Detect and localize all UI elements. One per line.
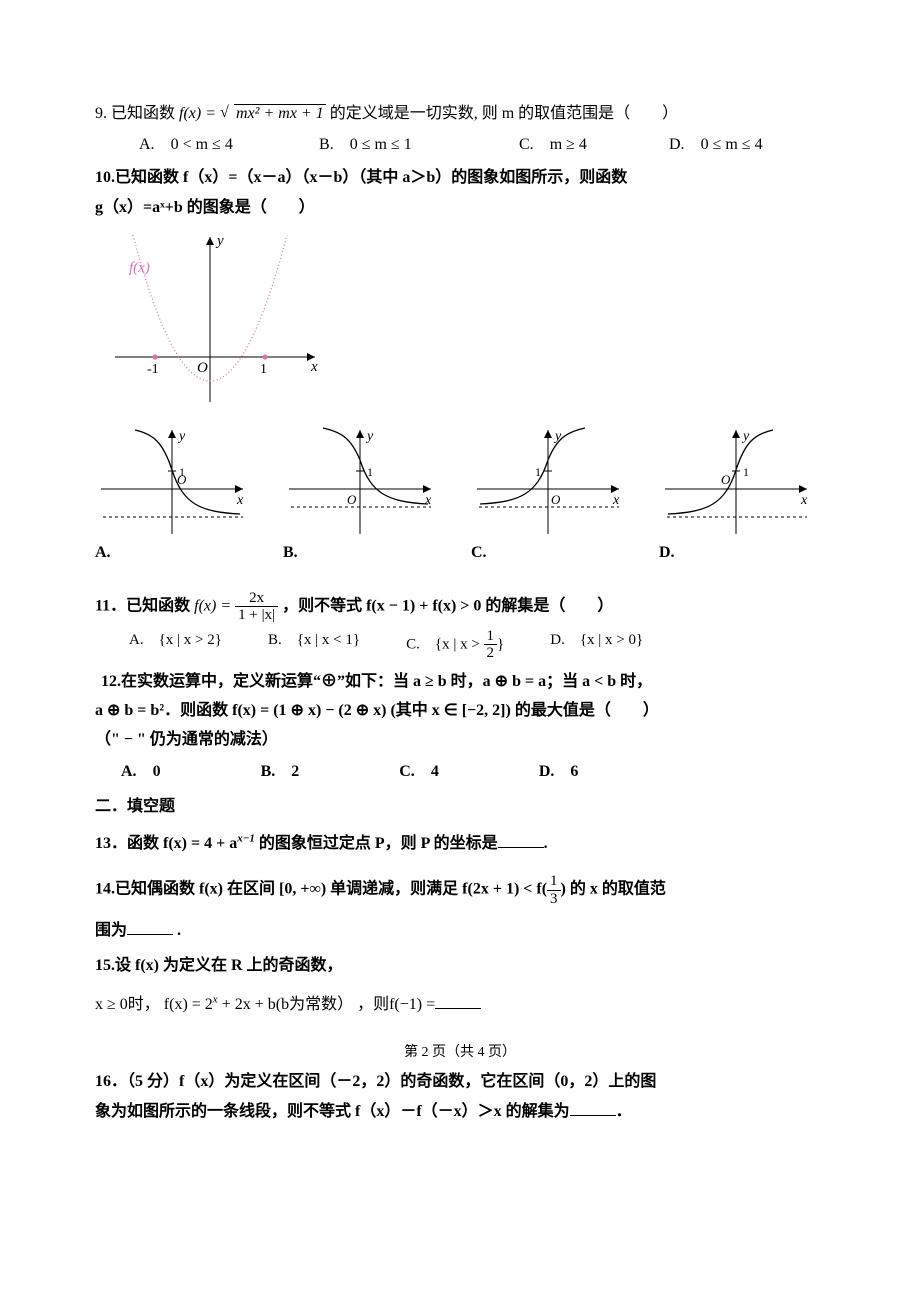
question-16-line1: 16．（5 分）f（x）为定义在区间（－2，2）的奇函数，它在区间（0，2）上的… [95,1068,825,1095]
question-13: 13．函数 f(x) = 4 + ax−1 的图象恒过定点 P，则 P 的坐标是… [95,830,825,857]
q11-frac: 2x 1 + |x| [235,590,278,624]
q10-main-figure: y x O f(x) -1 1 [95,227,825,412]
choice-d-label: D. [659,539,675,566]
q12-opt-c: C. 4 [399,758,439,785]
blank [127,918,173,935]
svg-text:O: O [197,360,208,376]
choice-c-graph: y x O 1 [471,424,625,539]
svg-text:x: x [310,359,318,375]
svg-text:1: 1 [179,465,185,479]
q10-choice-c: y x O 1 C. [471,424,625,566]
q11-opt-a: A. {x | x > 2} [129,628,222,662]
q12-opt-a: A. 0 [121,758,161,785]
question-11: 11．已知函数 f(x) = 2x 1 + |x| ，则不等式 f(x − 1)… [95,590,825,624]
svg-text:x: x [424,493,432,508]
q10-choice-a: y x O 1 A. [95,424,249,566]
q12-opt-d: D. 6 [539,758,579,785]
svg-text:x: x [800,493,808,508]
svg-text:y: y [553,429,562,444]
sqrt: mx² + mx + 1 [220,100,326,127]
question-16-line2: 象为如图所示的一条线段，则不等式 f（x）－f（－x）＞x 的解集为． [95,1098,825,1125]
svg-text:x: x [236,493,244,508]
choice-a-graph: y x O 1 [95,424,249,539]
svg-text:f(x): f(x) [129,260,150,276]
q9-prefix: 9. 已知函数 [95,105,179,122]
q11-opt-c: C. {x | x > 12} [406,628,504,662]
q11-opt-d: D. {x | x > 0} [550,628,643,662]
q11-options: A. {x | x > 2} B. {x | x < 1} C. {x | x … [129,628,825,662]
q10-choice-b: y x O 1 B. [283,424,437,566]
q9-func: f(x) = mx² + mx + 1 [179,105,330,122]
svg-text:y: y [177,429,186,444]
blank [570,1099,616,1116]
q12-options: A. 0 B. 2 C. 4 D. 6 [121,758,825,785]
svg-text:y: y [365,429,374,444]
q9-opt-d: D. 0 ≤ m ≤ 4 [669,131,763,158]
section-2-header: 二．填空题 [95,793,825,820]
q9-opt-b: B. 0 ≤ m ≤ 1 [319,131,519,158]
question-12-line1: 12.在实数运算中，定义新运算“⊕”如下：当 a ≥ b 时，a ⊕ b = a… [101,668,825,695]
choice-b-label: B. [283,539,298,566]
blank [498,831,544,848]
question-14: 14.已知偶函数 f(x) 在区间 [0, +∞) 单调递减，则满足 f(2x … [95,873,825,907]
question-10-line2: g（x）=aˣ+b 的图象是（ ） [95,194,825,221]
q11-opt-b: B. {x | x < 1} [268,628,360,662]
svg-text:x: x [612,493,620,508]
svg-text:O: O [551,492,561,507]
q9-opt-c: C. m ≥ 4 [519,131,669,158]
q10-choice-d: y x O 1 D. [659,424,813,566]
q12-opt-b: B. 2 [261,758,300,785]
question-15-line2: x ≥ 0时， f(x) = 2x + 2x + b(b为常数） ，则f(−1)… [95,991,825,1018]
question-14-line2: 围为 . [95,917,825,944]
svg-text:1: 1 [743,465,749,479]
q9-options: A. 0 < m ≤ 4 B. 0 ≤ m ≤ 1 C. m ≥ 4 D. 0 … [95,131,825,158]
choice-a-label: A. [95,539,111,566]
choice-d-graph: y x O 1 [659,424,813,539]
q9-opt-a: A. 0 < m ≤ 4 [139,131,319,158]
choice-b-graph: y x O 1 [283,424,437,539]
svg-text:-1: -1 [147,362,159,377]
question-12-line2: a ⊕ b = b²．则函数 f(x) = (1 ⊕ x) − (2 ⊕ x) … [95,697,825,724]
svg-text:1: 1 [260,362,267,377]
parabola-figure: y x O f(x) -1 1 [95,227,325,412]
question-15-line1: 15.设 f(x) 为定义在 R 上的奇函数， [95,952,825,979]
svg-text:O: O [347,492,357,507]
q10-choices: y x O 1 A. y x O 1 B. y x O 1 [95,424,825,566]
q9-suffix: 的定义域是一切实数, 则 m 的取值范围是（ ） [330,105,678,122]
svg-text:y: y [741,429,750,444]
question-10-line1: 10.已知函数 f（x）=（x－a）（x－b）（其中 a＞b）的图象如图所示，则… [95,164,825,191]
choice-c-label: C. [471,539,487,566]
blank [435,992,481,1009]
svg-text:y: y [215,233,224,249]
page-footer: 第 2 页（共 4 页） [95,1041,825,1065]
question-9: 9. 已知函数 f(x) = mx² + mx + 1 的定义域是一切实数, 则… [95,100,825,127]
question-12-note: （" − " 仍为通常的减法） [95,726,825,753]
